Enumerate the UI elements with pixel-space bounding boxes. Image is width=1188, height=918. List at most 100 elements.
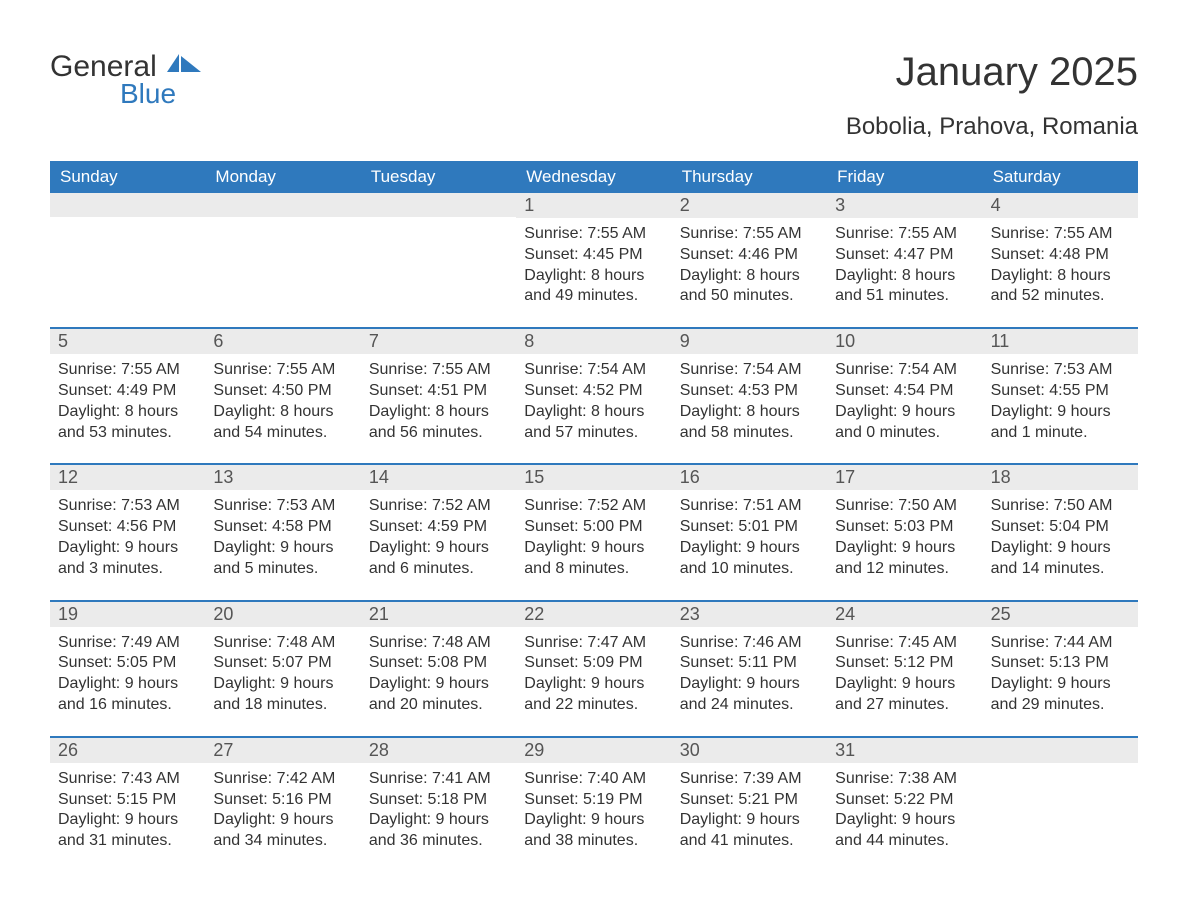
day-content: Sunrise: 7:52 AMSunset: 4:59 PMDaylight:… bbox=[361, 490, 516, 599]
daylight-line: Daylight: 9 hours and 16 minutes. bbox=[58, 674, 197, 716]
weekday-header: Saturday bbox=[983, 161, 1138, 193]
day-number: 17 bbox=[827, 463, 982, 490]
day-number: 31 bbox=[827, 736, 982, 763]
sunrise-line: Sunrise: 7:52 AM bbox=[369, 496, 508, 517]
day-content: Sunrise: 7:53 AMSunset: 4:56 PMDaylight:… bbox=[50, 490, 205, 599]
day-content: Sunrise: 7:48 AMSunset: 5:07 PMDaylight:… bbox=[205, 627, 360, 736]
sunrise-line: Sunrise: 7:55 AM bbox=[991, 224, 1130, 245]
day-content: Sunrise: 7:54 AMSunset: 4:53 PMDaylight:… bbox=[672, 354, 827, 463]
logo: General Blue bbox=[50, 50, 201, 110]
day-content: Sunrise: 7:55 AMSunset: 4:46 PMDaylight:… bbox=[672, 218, 827, 327]
weekday-header: Monday bbox=[205, 161, 360, 193]
sunrise-line: Sunrise: 7:54 AM bbox=[524, 360, 663, 381]
calendar-cell: 24Sunrise: 7:45 AMSunset: 5:12 PMDayligh… bbox=[827, 600, 982, 736]
sunrise-line: Sunrise: 7:48 AM bbox=[213, 633, 352, 654]
sunrise-line: Sunrise: 7:39 AM bbox=[680, 769, 819, 790]
day-content: Sunrise: 7:52 AMSunset: 5:00 PMDaylight:… bbox=[516, 490, 671, 599]
day-content: Sunrise: 7:44 AMSunset: 5:13 PMDaylight:… bbox=[983, 627, 1138, 736]
day-number: 12 bbox=[50, 463, 205, 490]
sunrise-line: Sunrise: 7:54 AM bbox=[680, 360, 819, 381]
daylight-line: Daylight: 8 hours and 49 minutes. bbox=[524, 266, 663, 308]
sunrise-line: Sunrise: 7:55 AM bbox=[369, 360, 508, 381]
day-number: 24 bbox=[827, 600, 982, 627]
daylight-line: Daylight: 9 hours and 34 minutes. bbox=[213, 810, 352, 852]
sunset-line: Sunset: 4:47 PM bbox=[835, 245, 974, 266]
day-number: 22 bbox=[516, 600, 671, 627]
calendar-cell: 2Sunrise: 7:55 AMSunset: 4:46 PMDaylight… bbox=[672, 193, 827, 327]
day-number: 16 bbox=[672, 463, 827, 490]
day-number: 9 bbox=[672, 327, 827, 354]
sunrise-line: Sunrise: 7:50 AM bbox=[991, 496, 1130, 517]
sunset-line: Sunset: 5:16 PM bbox=[213, 790, 352, 811]
sunset-line: Sunset: 5:12 PM bbox=[835, 653, 974, 674]
calendar-cell: 25Sunrise: 7:44 AMSunset: 5:13 PMDayligh… bbox=[983, 600, 1138, 736]
calendar-cell: 15Sunrise: 7:52 AMSunset: 5:00 PMDayligh… bbox=[516, 463, 671, 599]
sunrise-line: Sunrise: 7:54 AM bbox=[835, 360, 974, 381]
daylight-line: Daylight: 8 hours and 58 minutes. bbox=[680, 402, 819, 444]
calendar-cell: 21Sunrise: 7:48 AMSunset: 5:08 PMDayligh… bbox=[361, 600, 516, 736]
sunrise-line: Sunrise: 7:50 AM bbox=[835, 496, 974, 517]
sunset-line: Sunset: 4:54 PM bbox=[835, 381, 974, 402]
sunrise-line: Sunrise: 7:44 AM bbox=[991, 633, 1130, 654]
title-block: January 2025 Bobolia, Prahova, Romania bbox=[846, 50, 1138, 151]
sunset-line: Sunset: 4:52 PM bbox=[524, 381, 663, 402]
month-title: January 2025 bbox=[846, 50, 1138, 95]
sunrise-line: Sunrise: 7:45 AM bbox=[835, 633, 974, 654]
day-content: Sunrise: 7:55 AMSunset: 4:45 PMDaylight:… bbox=[516, 218, 671, 327]
location: Bobolia, Prahova, Romania bbox=[846, 113, 1138, 141]
day-number: 28 bbox=[361, 736, 516, 763]
calendar-cell: 20Sunrise: 7:48 AMSunset: 5:07 PMDayligh… bbox=[205, 600, 360, 736]
day-content: Sunrise: 7:47 AMSunset: 5:09 PMDaylight:… bbox=[516, 627, 671, 736]
sunset-line: Sunset: 5:11 PM bbox=[680, 653, 819, 674]
daylight-line: Daylight: 8 hours and 56 minutes. bbox=[369, 402, 508, 444]
calendar-cell: 11Sunrise: 7:53 AMSunset: 4:55 PMDayligh… bbox=[983, 327, 1138, 463]
weekday-header: Friday bbox=[827, 161, 982, 193]
day-content: Sunrise: 7:38 AMSunset: 5:22 PMDaylight:… bbox=[827, 763, 982, 872]
empty-daybar bbox=[983, 736, 1138, 763]
sunset-line: Sunset: 4:46 PM bbox=[680, 245, 819, 266]
daylight-line: Daylight: 9 hours and 0 minutes. bbox=[835, 402, 974, 444]
calendar-cell: 10Sunrise: 7:54 AMSunset: 4:54 PMDayligh… bbox=[827, 327, 982, 463]
sunset-line: Sunset: 5:00 PM bbox=[524, 517, 663, 538]
day-number: 26 bbox=[50, 736, 205, 763]
day-content: Sunrise: 7:46 AMSunset: 5:11 PMDaylight:… bbox=[672, 627, 827, 736]
day-content: Sunrise: 7:50 AMSunset: 5:04 PMDaylight:… bbox=[983, 490, 1138, 599]
day-number: 5 bbox=[50, 327, 205, 354]
day-number: 25 bbox=[983, 600, 1138, 627]
day-content: Sunrise: 7:42 AMSunset: 5:16 PMDaylight:… bbox=[205, 763, 360, 872]
sunrise-line: Sunrise: 7:41 AM bbox=[369, 769, 508, 790]
header: General Blue January 2025 Bobolia, Praho… bbox=[50, 50, 1138, 151]
day-content: Sunrise: 7:43 AMSunset: 5:15 PMDaylight:… bbox=[50, 763, 205, 872]
sunset-line: Sunset: 4:51 PM bbox=[369, 381, 508, 402]
calendar-cell: 5Sunrise: 7:55 AMSunset: 4:49 PMDaylight… bbox=[50, 327, 205, 463]
daylight-line: Daylight: 9 hours and 14 minutes. bbox=[991, 538, 1130, 580]
sunset-line: Sunset: 5:18 PM bbox=[369, 790, 508, 811]
sunrise-line: Sunrise: 7:46 AM bbox=[680, 633, 819, 654]
daylight-line: Daylight: 9 hours and 24 minutes. bbox=[680, 674, 819, 716]
sunrise-line: Sunrise: 7:55 AM bbox=[58, 360, 197, 381]
day-content: Sunrise: 7:51 AMSunset: 5:01 PMDaylight:… bbox=[672, 490, 827, 599]
daylight-line: Daylight: 8 hours and 54 minutes. bbox=[213, 402, 352, 444]
day-number: 27 bbox=[205, 736, 360, 763]
sunrise-line: Sunrise: 7:49 AM bbox=[58, 633, 197, 654]
calendar-cell: 19Sunrise: 7:49 AMSunset: 5:05 PMDayligh… bbox=[50, 600, 205, 736]
sunset-line: Sunset: 5:05 PM bbox=[58, 653, 197, 674]
daylight-line: Daylight: 8 hours and 51 minutes. bbox=[835, 266, 974, 308]
sunset-line: Sunset: 5:07 PM bbox=[213, 653, 352, 674]
day-number: 30 bbox=[672, 736, 827, 763]
day-number: 15 bbox=[516, 463, 671, 490]
daylight-line: Daylight: 9 hours and 29 minutes. bbox=[991, 674, 1130, 716]
day-content: Sunrise: 7:55 AMSunset: 4:51 PMDaylight:… bbox=[361, 354, 516, 463]
sunset-line: Sunset: 5:03 PM bbox=[835, 517, 974, 538]
sunrise-line: Sunrise: 7:47 AM bbox=[524, 633, 663, 654]
calendar-cell: 12Sunrise: 7:53 AMSunset: 4:56 PMDayligh… bbox=[50, 463, 205, 599]
calendar-cell: 30Sunrise: 7:39 AMSunset: 5:21 PMDayligh… bbox=[672, 736, 827, 872]
logo-flag-icon bbox=[167, 52, 201, 81]
day-number: 4 bbox=[983, 193, 1138, 218]
calendar-cell-empty bbox=[50, 193, 205, 327]
sunrise-line: Sunrise: 7:43 AM bbox=[58, 769, 197, 790]
sunset-line: Sunset: 5:13 PM bbox=[991, 653, 1130, 674]
sunrise-line: Sunrise: 7:40 AM bbox=[524, 769, 663, 790]
sunset-line: Sunset: 5:08 PM bbox=[369, 653, 508, 674]
sunset-line: Sunset: 5:21 PM bbox=[680, 790, 819, 811]
